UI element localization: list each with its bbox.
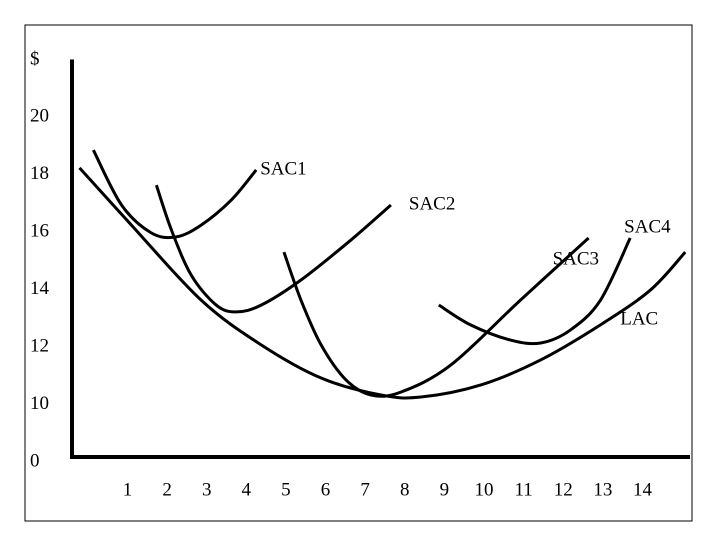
x-tick-label: 6 <box>321 479 331 500</box>
curve <box>438 237 632 346</box>
x-tick-label: 8 <box>400 479 410 500</box>
y-tick-label: 14 <box>30 278 50 299</box>
curve-label: SAC2 <box>409 193 455 214</box>
x-tick-label: 7 <box>360 479 370 500</box>
x-tick-label: 13 <box>593 479 612 500</box>
curve-label: LAC <box>620 308 658 329</box>
x-tick-label: 1 <box>123 479 133 500</box>
x-tick-label: 10 <box>475 479 494 500</box>
y-tick-label: 0 <box>30 450 40 471</box>
frame <box>24 24 693 522</box>
y-tick-label: 16 <box>30 220 49 241</box>
curve-label: SAC1 <box>260 158 306 179</box>
y-axis-label: $ <box>30 48 40 69</box>
y-tick-label: 10 <box>30 393 49 414</box>
curve-label: SAC3 <box>553 248 599 269</box>
x-tick-label: 12 <box>554 479 573 500</box>
x-tick-label: 2 <box>162 479 172 500</box>
curve-label: SAC4 <box>624 216 671 237</box>
curve <box>78 166 687 400</box>
y-tick-label: 12 <box>30 335 49 356</box>
x-tick-label: 14 <box>633 479 653 500</box>
y-tick-label: 18 <box>30 163 49 184</box>
x-tick-label: 3 <box>202 479 212 500</box>
y-tick-label: 20 <box>30 105 49 126</box>
x-tick-label: 5 <box>281 479 291 500</box>
x-tick-label: 11 <box>514 479 532 500</box>
x-tick-label: 4 <box>242 479 252 500</box>
x-tick-label: 9 <box>440 479 450 500</box>
curve <box>282 236 590 398</box>
curve <box>154 184 392 314</box>
curve <box>92 149 258 240</box>
